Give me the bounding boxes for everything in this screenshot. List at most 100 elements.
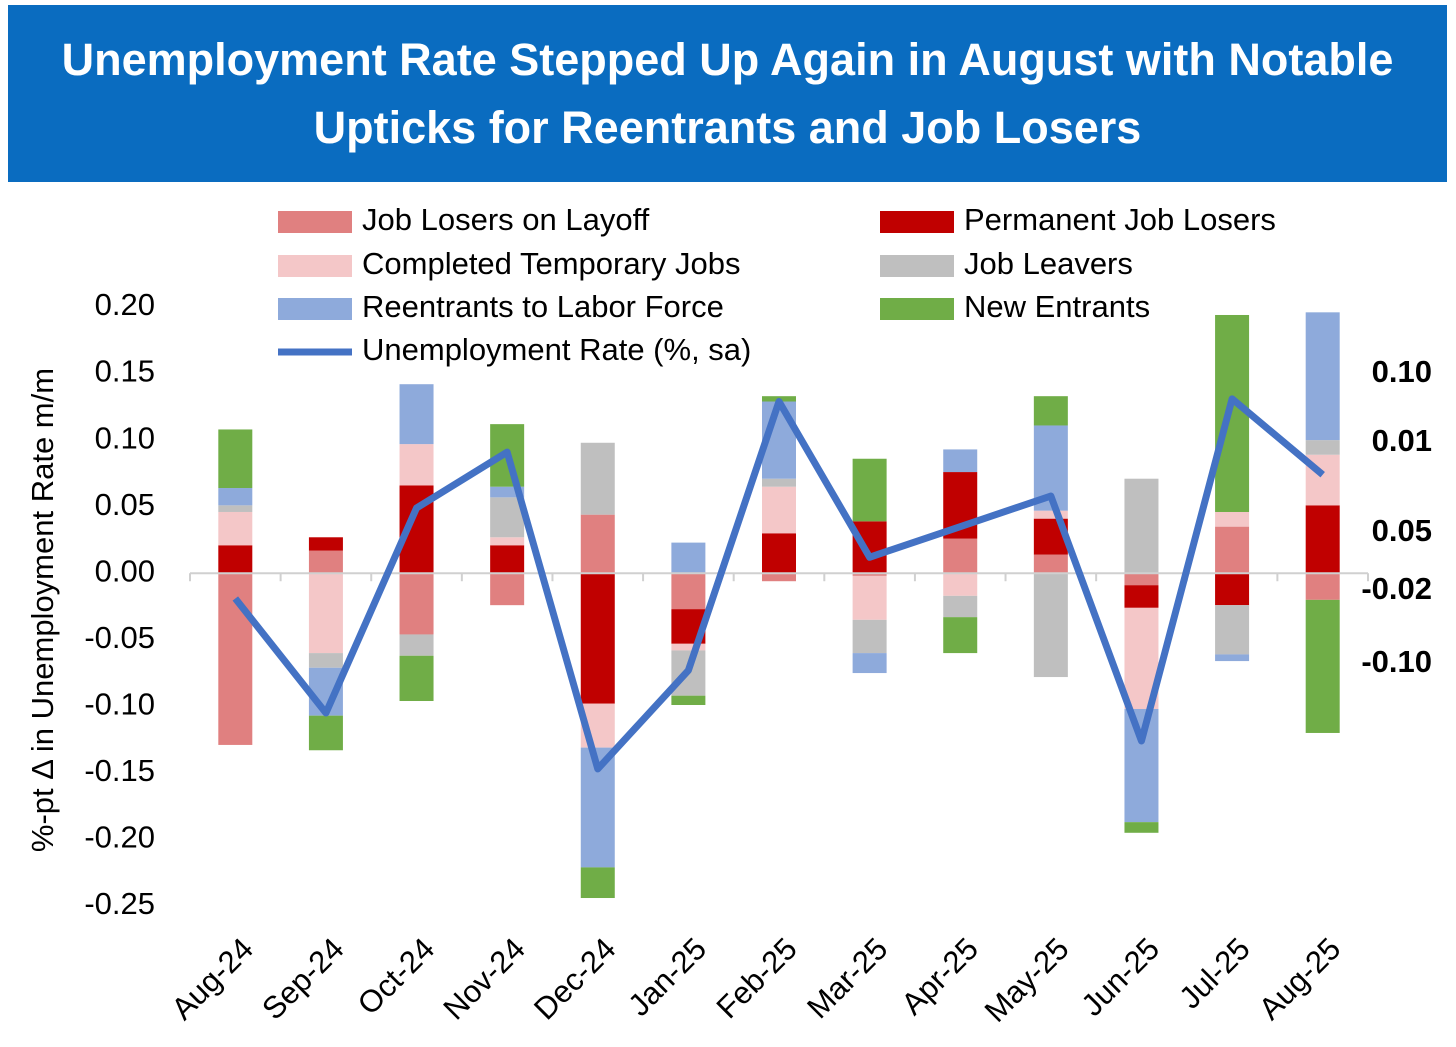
annotation: 0.05 xyxy=(1372,513,1432,548)
legend-swatch xyxy=(880,298,954,320)
bar-segment xyxy=(308,715,343,751)
bar-segment xyxy=(1215,314,1250,512)
y-tick-label: -0.20 xyxy=(84,820,155,855)
bar-segment xyxy=(943,449,978,473)
bar-segment xyxy=(399,384,434,445)
x-tick-label: Nov-24 xyxy=(436,931,531,1026)
bar-segment xyxy=(671,695,706,706)
bar-segment xyxy=(762,533,796,574)
bar-segment xyxy=(1033,510,1068,519)
bar-segment xyxy=(943,617,978,654)
bar-segment xyxy=(218,488,253,506)
bar-segment xyxy=(399,573,434,635)
legend-swatch xyxy=(880,211,954,233)
bar-segment xyxy=(218,511,253,546)
line xyxy=(232,395,1325,773)
y-tick-label: 0.00 xyxy=(95,553,155,588)
bar-segment xyxy=(1305,573,1340,600)
bar-segment xyxy=(490,573,525,606)
bar-segment xyxy=(490,545,525,574)
bar-segment xyxy=(1305,505,1340,574)
bar-segment xyxy=(1215,605,1250,655)
bar-segment xyxy=(1033,573,1068,678)
bar-segment xyxy=(399,444,434,486)
x-tick-label: Oct-24 xyxy=(351,931,442,1022)
bar-segment xyxy=(399,655,434,702)
bar-segment xyxy=(943,573,978,596)
bar-segment xyxy=(1215,573,1250,606)
bar-segment xyxy=(308,537,343,551)
x-tick-label: Dec-24 xyxy=(527,931,622,1026)
bar-segment xyxy=(580,573,615,704)
x-tick-label: Aug-24 xyxy=(165,931,260,1026)
bar-segment xyxy=(762,478,796,487)
bar-segment xyxy=(852,575,887,620)
legend-swatch xyxy=(880,255,954,277)
bar-segment xyxy=(308,573,343,654)
y-tick-label: -0.15 xyxy=(84,753,155,788)
bar-segment xyxy=(762,573,796,582)
y-tick-label: -0.10 xyxy=(84,687,155,722)
bar-segment xyxy=(1124,478,1159,574)
bar-segment xyxy=(671,643,706,651)
bar-segment xyxy=(762,486,796,534)
bar-segment xyxy=(671,542,706,574)
bar-segment xyxy=(308,653,343,668)
x-tick-label: Sep-24 xyxy=(255,931,350,1026)
bar-segment xyxy=(1124,708,1159,823)
bar-segment xyxy=(852,653,887,674)
x-tick-label: Jan-25 xyxy=(621,931,713,1023)
bar-segment xyxy=(1215,654,1250,662)
x-tick-label: Jul-25 xyxy=(1172,931,1256,1015)
bar-segment xyxy=(671,573,706,610)
legend-label: Reentrants to Labor Force xyxy=(362,289,724,324)
x-tick-label: Mar-25 xyxy=(800,931,894,1025)
y-axis-label: %-pt Δ in Unemployment Rate m/m xyxy=(25,368,60,852)
y-tick-label: 0.05 xyxy=(95,487,155,522)
bar-segment xyxy=(218,545,253,574)
x-tick-label: Jun-25 xyxy=(1074,931,1166,1023)
bar-segment xyxy=(1033,396,1068,426)
annotation: 0.10 xyxy=(1372,354,1432,389)
bar-segment xyxy=(308,550,343,574)
y-tick-label: 0.10 xyxy=(95,420,155,455)
bar-segment xyxy=(1124,573,1159,586)
annotation: -0.02 xyxy=(1361,571,1432,606)
bar-segment xyxy=(580,514,615,574)
bar-segment xyxy=(943,538,978,574)
bar-segment xyxy=(1215,526,1250,574)
bar-segment xyxy=(218,429,253,489)
legend-label: Job Losers on Layoff xyxy=(362,202,650,237)
bar-segment xyxy=(852,458,887,522)
bar-segment xyxy=(580,867,615,899)
bar-segment xyxy=(1124,822,1159,833)
bar-segment xyxy=(943,595,978,618)
bar-segment xyxy=(490,486,525,498)
legend-label: New Entrants xyxy=(964,289,1150,324)
annotation: 0.01 xyxy=(1372,423,1432,458)
legend-label: Unemployment Rate (%, sa) xyxy=(362,332,751,367)
legend-label: Completed Temporary Jobs xyxy=(362,246,741,281)
legend-label: Job Leavers xyxy=(964,246,1133,281)
legend-swatch xyxy=(278,211,352,233)
x-tick-label: Aug-25 xyxy=(1252,931,1347,1026)
y-tick-label: -0.05 xyxy=(84,620,155,655)
bar-segment xyxy=(1215,511,1250,527)
y-tick-label: 0.20 xyxy=(95,287,155,322)
bar-segment xyxy=(1305,599,1340,733)
bar-segment xyxy=(1124,585,1159,608)
chart-title: Unemployment Rate Stepped Up Again in Au… xyxy=(61,33,1394,153)
x-tick-label: May-25 xyxy=(978,931,1076,1029)
bar-segment xyxy=(399,634,434,656)
legend-swatch xyxy=(278,298,352,320)
bar-segment xyxy=(852,573,887,576)
y-tick-label: -0.25 xyxy=(84,886,155,921)
bar-segment xyxy=(218,505,253,512)
y-tick-label: 0.15 xyxy=(95,354,155,389)
bar-segment xyxy=(490,537,525,546)
bar-segment xyxy=(1305,440,1340,455)
bar-segment xyxy=(1305,312,1340,441)
annotation: -0.10 xyxy=(1361,644,1432,679)
